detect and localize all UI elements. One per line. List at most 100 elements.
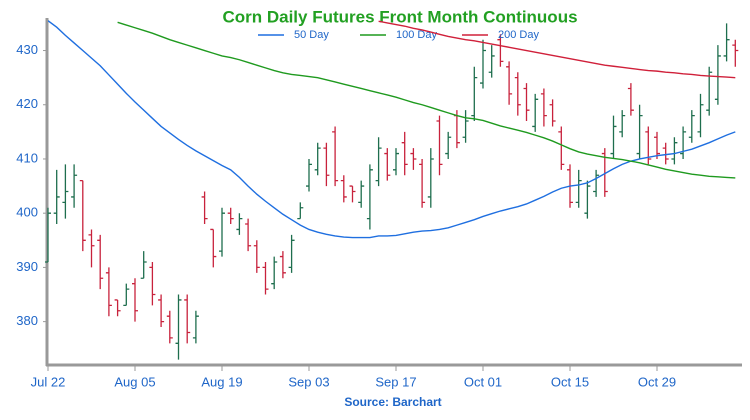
- ohlc-bar: [166, 310, 173, 344]
- ohlc-bar: [79, 180, 86, 252]
- legend-label: 50 Day: [294, 29, 329, 41]
- ohlc-bar: [340, 175, 347, 203]
- ohlc-bar: [471, 66, 478, 122]
- ohlc-bar: [71, 164, 78, 208]
- y-tick-label: 390: [16, 259, 38, 274]
- x-tick-label: Aug 19: [201, 374, 242, 389]
- ohlc-bar: [662, 142, 669, 165]
- ohlc-bar: [288, 234, 295, 273]
- ohlc-bar: [523, 83, 530, 122]
- ohlc-bar: [723, 23, 730, 62]
- ohlc-bar: [253, 240, 260, 273]
- ohlc-bar: [654, 131, 660, 159]
- ohlc-bar: [132, 278, 138, 322]
- source-note: Source: Barchart: [344, 395, 441, 409]
- ohlc-bar: [732, 39, 739, 67]
- ohlc-bar: [627, 83, 634, 116]
- ohlc-bar: [480, 39, 486, 89]
- ohlc-bar: [114, 299, 121, 317]
- ohlc-bar: [123, 283, 130, 307]
- ohlc-bar: [636, 104, 643, 159]
- ohlc-bar: [62, 164, 69, 219]
- ohlc-bar: [601, 148, 608, 197]
- ohlc-bar: [245, 218, 252, 252]
- ohlc-bar: [593, 169, 600, 197]
- ma-line: [378, 20, 736, 79]
- x-tick-label: Oct 15: [551, 374, 589, 389]
- chart-title: Corn Daily Futures Front Month Continuou…: [222, 7, 577, 26]
- ohlc-bar: [610, 115, 617, 159]
- y-tick-label: 410: [16, 150, 38, 165]
- ohlc-bar: [314, 142, 321, 176]
- ohlc-bar: [262, 261, 269, 295]
- x-tick-label: Sep 03: [288, 374, 329, 389]
- ohlc-bar: [714, 45, 721, 105]
- y-tick-label: 420: [16, 96, 38, 111]
- ohlc-bar: [219, 207, 225, 257]
- ohlc-bar: [688, 110, 695, 143]
- x-tick-label: Oct 29: [638, 374, 676, 389]
- ohlc-bar: [540, 88, 547, 127]
- ohlc-bar: [506, 61, 513, 105]
- ohlc-bar: [549, 99, 556, 127]
- ohlc-bar: [375, 137, 382, 187]
- y-tick-label: 400: [16, 205, 38, 220]
- y-tick-label: 430: [16, 42, 38, 57]
- x-tick-label: Sep 17: [375, 374, 416, 389]
- ohlc-bar: [88, 229, 95, 268]
- ohlc-bar: [497, 34, 504, 67]
- ohlc-bar: [97, 234, 104, 290]
- ohlc-bar: [175, 294, 182, 360]
- ohlc-bar: [53, 169, 60, 225]
- x-tick-label: Oct 01: [464, 374, 502, 389]
- ohlc-bar: [488, 45, 495, 78]
- ohlc-bar: [462, 110, 469, 143]
- ohlc-bar: [45, 207, 51, 263]
- ohlc-bar: [558, 126, 565, 170]
- ohlc-bar: [192, 310, 199, 344]
- ohlc-bar: [680, 126, 687, 159]
- ohlc-bar: [140, 251, 147, 279]
- ohlc-bar: [532, 93, 539, 132]
- ohlc-bar: [201, 191, 208, 225]
- ohlc-bar: [619, 110, 626, 138]
- ohlc-bar: [306, 158, 312, 192]
- ohlc-bar: [584, 180, 591, 219]
- ohlc-bar: [706, 66, 713, 116]
- y-tick-label: 380: [16, 313, 38, 328]
- ohlc-bar: [697, 93, 704, 138]
- legend-label: 200 Day: [498, 29, 539, 41]
- ohlc-bar: [393, 148, 399, 176]
- ohlc-bar: [401, 131, 408, 176]
- ohlc-bar: [436, 115, 443, 176]
- ohlc-bar: [297, 202, 304, 220]
- ohlc-bar: [210, 228, 217, 268]
- ohlc-bar: [332, 126, 339, 187]
- x-tick-label: Jul 22: [31, 374, 66, 389]
- ohlc-bar: [105, 267, 112, 317]
- ohlc-bar: [271, 256, 278, 290]
- ohlc-bar: [384, 148, 391, 181]
- ohlc-bar: [184, 294, 191, 344]
- ohlc-bar: [575, 169, 582, 208]
- ohlc-bar: [366, 164, 373, 230]
- legend-label: 100 Day: [396, 29, 437, 41]
- ohlc-bar: [514, 72, 521, 116]
- ohlc-bar: [645, 126, 652, 165]
- x-tick-label: Aug 05: [114, 374, 155, 389]
- ohlc-bar: [158, 294, 165, 328]
- ohlc-bar: [445, 131, 452, 159]
- ohlc-bar: [358, 180, 365, 208]
- ohlc-bar: [671, 137, 678, 165]
- ohlc-bar: [410, 148, 417, 170]
- ohlc-bar: [323, 142, 330, 187]
- ohlc-bar: [349, 185, 356, 203]
- ohlc-bar: [227, 207, 234, 225]
- ohlc-bar: [149, 261, 156, 306]
- ohlc-bar: [236, 213, 243, 235]
- ma-line: [117, 21, 736, 179]
- ohlc-bar: [419, 158, 426, 208]
- ma-line: [48, 20, 736, 239]
